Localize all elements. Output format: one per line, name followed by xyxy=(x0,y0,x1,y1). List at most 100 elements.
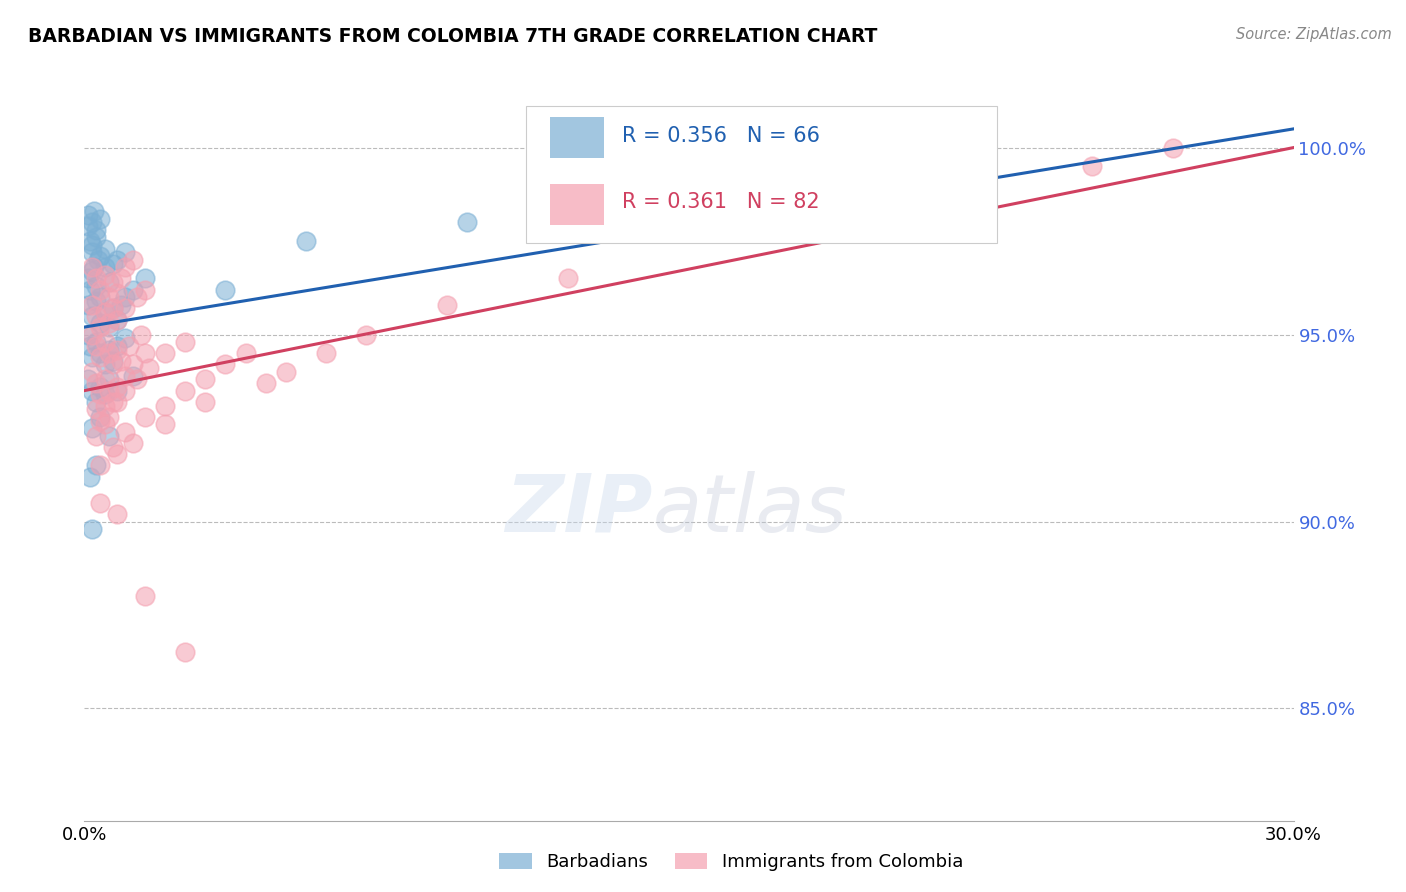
Point xyxy=(82,327,104,342)
Point xyxy=(79,469,101,483)
Point xyxy=(121,436,143,450)
Point xyxy=(86,334,108,349)
Point xyxy=(105,252,128,267)
Point xyxy=(436,298,458,312)
Point xyxy=(89,496,111,510)
Point xyxy=(77,208,100,222)
Point xyxy=(93,358,115,372)
Point xyxy=(86,223,108,237)
Point xyxy=(101,256,124,270)
Point xyxy=(89,413,111,427)
Point xyxy=(89,387,111,401)
Point xyxy=(114,368,136,383)
Point xyxy=(138,361,160,376)
Point xyxy=(134,409,156,424)
Point xyxy=(118,339,141,353)
Point xyxy=(153,399,176,413)
Point xyxy=(82,421,104,435)
Point xyxy=(101,301,124,316)
Point xyxy=(101,275,124,289)
Point xyxy=(101,395,124,409)
Point xyxy=(77,271,100,285)
Point xyxy=(214,283,236,297)
Point xyxy=(86,230,108,244)
Text: Source: ZipAtlas.com: Source: ZipAtlas.com xyxy=(1236,27,1392,42)
Point xyxy=(557,271,579,285)
Point xyxy=(77,327,100,342)
Point xyxy=(101,301,124,316)
Point xyxy=(97,372,120,386)
Point xyxy=(93,242,115,256)
Point xyxy=(83,204,105,219)
Point xyxy=(77,372,100,386)
Point xyxy=(114,260,136,275)
Point xyxy=(121,252,143,267)
Legend: Barbadians, Immigrants from Colombia: Barbadians, Immigrants from Colombia xyxy=(492,846,970,879)
Point xyxy=(82,260,104,275)
Point xyxy=(114,384,136,398)
Point xyxy=(105,312,128,326)
Point xyxy=(89,290,111,304)
Point xyxy=(89,316,111,330)
Point xyxy=(121,368,143,383)
Point xyxy=(83,260,105,275)
Point xyxy=(89,350,111,364)
Point xyxy=(134,283,156,297)
Point xyxy=(82,298,104,312)
Point xyxy=(97,409,120,424)
Point xyxy=(93,268,115,282)
Point xyxy=(799,223,821,237)
Point xyxy=(86,309,108,323)
Point xyxy=(125,290,148,304)
Point xyxy=(82,350,104,364)
Point xyxy=(295,234,318,248)
Point xyxy=(97,316,120,330)
Point xyxy=(89,346,111,360)
Point xyxy=(235,346,257,360)
Point xyxy=(356,327,378,342)
Point xyxy=(174,334,197,349)
Point xyxy=(79,234,101,248)
Point xyxy=(86,458,108,473)
Point xyxy=(456,215,478,229)
Point xyxy=(1161,140,1184,154)
Point xyxy=(82,215,104,229)
Point xyxy=(82,384,104,398)
FancyBboxPatch shape xyxy=(550,184,605,225)
Point xyxy=(105,380,128,394)
Point xyxy=(77,219,100,233)
Text: ZIP: ZIP xyxy=(505,471,652,549)
Point xyxy=(89,320,111,334)
Point xyxy=(97,290,120,304)
Point xyxy=(153,417,176,432)
Point xyxy=(105,343,128,357)
Text: R = 0.361   N = 82: R = 0.361 N = 82 xyxy=(623,193,820,212)
Point xyxy=(105,312,128,326)
Point xyxy=(129,327,152,342)
Point xyxy=(82,522,104,536)
Point xyxy=(105,447,128,461)
Point xyxy=(121,358,143,372)
Point xyxy=(101,353,124,368)
Point xyxy=(194,372,217,386)
Text: atlas: atlas xyxy=(652,471,848,549)
Point xyxy=(86,402,108,417)
Point xyxy=(86,279,108,293)
Point xyxy=(110,271,132,285)
Point xyxy=(82,365,104,379)
Point xyxy=(134,589,156,603)
Point xyxy=(105,286,128,301)
Point xyxy=(214,358,236,372)
Point xyxy=(105,384,128,398)
Point xyxy=(114,301,136,316)
Point xyxy=(89,409,111,424)
Point xyxy=(134,346,156,360)
Point xyxy=(89,211,111,226)
Point xyxy=(254,376,277,391)
Point xyxy=(153,346,176,360)
Point xyxy=(97,384,120,398)
Point xyxy=(89,458,111,473)
Point xyxy=(86,376,108,391)
Point xyxy=(86,293,108,308)
Point xyxy=(97,343,120,357)
